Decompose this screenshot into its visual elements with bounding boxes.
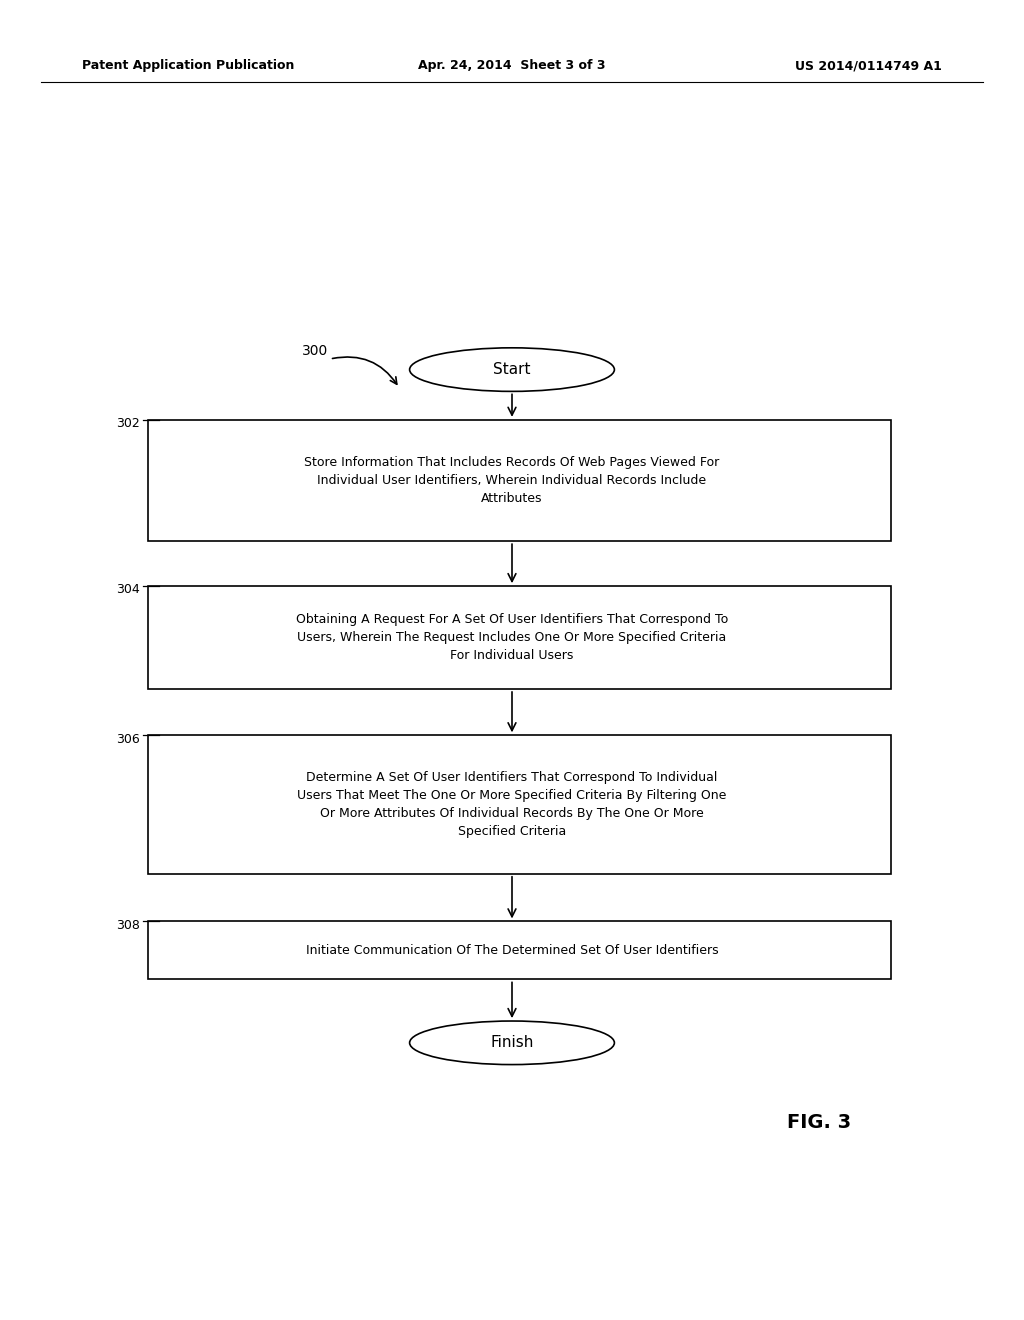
- Text: 304: 304: [117, 583, 140, 597]
- Text: 300: 300: [302, 345, 329, 358]
- Ellipse shape: [410, 1022, 614, 1064]
- Ellipse shape: [410, 348, 614, 391]
- Bar: [148, 735, 891, 874]
- Text: Start: Start: [494, 362, 530, 378]
- Text: Determine A Set Of User Identifiers That Correspond To Individual
Users That Mee: Determine A Set Of User Identifiers That…: [297, 771, 727, 838]
- Text: Store Information That Includes Records Of Web Pages Viewed For
Individual User : Store Information That Includes Records …: [304, 455, 720, 506]
- Text: 308: 308: [117, 919, 140, 932]
- Text: Patent Application Publication: Patent Application Publication: [82, 59, 294, 73]
- Text: US 2014/0114749 A1: US 2014/0114749 A1: [796, 59, 942, 73]
- Text: Finish: Finish: [490, 1035, 534, 1051]
- Bar: [148, 921, 891, 979]
- Text: Obtaining A Request For A Set Of User Identifiers That Correspond To
Users, Wher: Obtaining A Request For A Set Of User Id…: [296, 612, 728, 663]
- Text: Initiate Communication Of The Determined Set Of User Identifiers: Initiate Communication Of The Determined…: [306, 944, 718, 957]
- Text: 306: 306: [117, 733, 140, 746]
- Text: Apr. 24, 2014  Sheet 3 of 3: Apr. 24, 2014 Sheet 3 of 3: [418, 59, 606, 73]
- Bar: [148, 586, 891, 689]
- Bar: [148, 420, 891, 541]
- Text: FIG. 3: FIG. 3: [787, 1113, 851, 1131]
- Text: 302: 302: [117, 417, 140, 430]
